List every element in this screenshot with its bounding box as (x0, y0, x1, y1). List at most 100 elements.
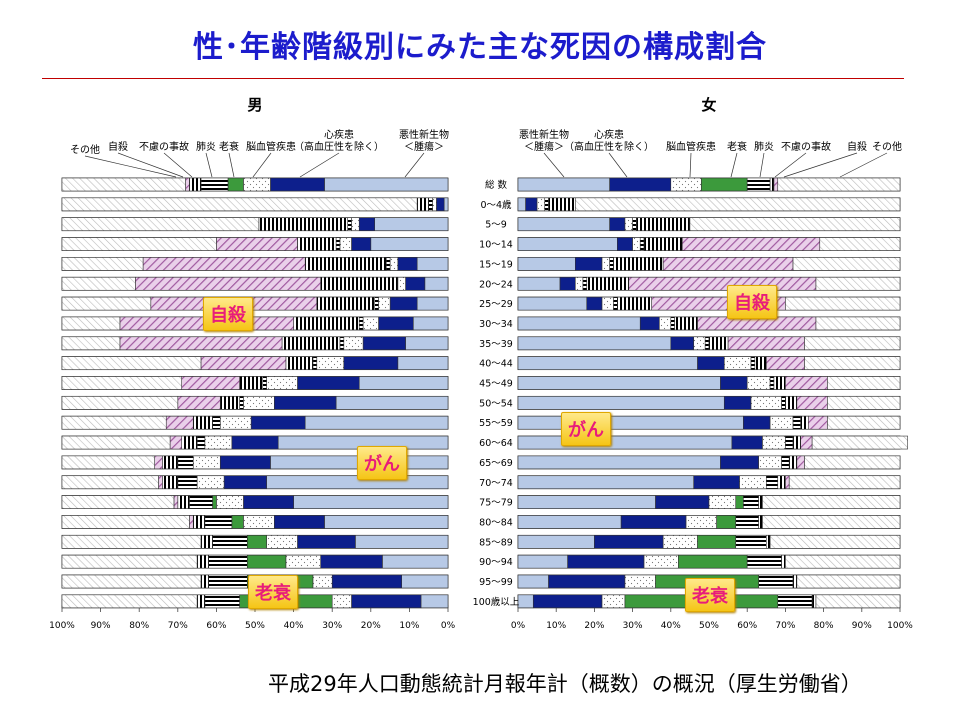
age-group-label: 100歳以上 (473, 596, 520, 608)
female-bar-pneumonia (792, 415, 801, 430)
male-bar-accident (162, 475, 179, 490)
male-bar-accident (416, 197, 429, 212)
female-bar-cancer (517, 336, 672, 351)
female-bar-heart (655, 495, 710, 509)
female-bar-pneumonia (785, 435, 794, 450)
male-bar-heart (397, 257, 418, 271)
female-bar-cerebro (601, 257, 610, 271)
female-bar-pneumonia (735, 515, 759, 529)
female-bar-heart (548, 574, 626, 589)
female-bar-pneumonia (735, 534, 767, 549)
male-bar-pneumonia (312, 356, 318, 370)
female-bar-other (777, 177, 901, 192)
age-group-label: 35～39 (479, 339, 513, 350)
age-group-label: 85～89 (479, 537, 513, 548)
female-tick-label: 70% (775, 621, 795, 631)
female-legend-label: 悪性新生物 (519, 128, 569, 141)
female-legend-label: 不慮の事故 (781, 140, 831, 153)
female-bar-suicide (727, 336, 805, 351)
male-bar-pneumonia (189, 495, 213, 509)
female-bar-suicide (785, 475, 790, 490)
age-group-label: 80～84 (479, 517, 513, 528)
female-bar-cancer (517, 495, 656, 509)
male-bar-suicide (154, 455, 163, 470)
male-bar-heart (378, 316, 414, 331)
age-group-label: 60～64 (479, 438, 513, 449)
female-tick-label: 30% (623, 621, 643, 631)
female-legend-label: ＜腫瘍＞ (524, 140, 564, 153)
female-bar-cerebro (624, 574, 656, 589)
male-bar-heart (231, 435, 279, 450)
female-bar-accident (777, 475, 786, 490)
male-bar-pneumonia (212, 534, 248, 549)
female-bar-heart (594, 534, 664, 549)
female-bar-accident (758, 495, 763, 509)
female-bar-senility (678, 554, 748, 569)
male-chart: 男100% 90% 80% 70% 60% 50% 40% 30% 20% 10% 0%その他 自殺不… (49, 96, 455, 631)
male-tick-label: 80% (129, 621, 149, 631)
female-bar-cancer (517, 475, 695, 490)
male-bar-other (61, 475, 159, 490)
female-bar-accident (800, 415, 809, 430)
female-bar-heart (574, 257, 603, 271)
male-bar-cerebro (389, 257, 399, 271)
male-bar-cerebro (243, 177, 271, 192)
age-group-label: 50～54 (479, 398, 513, 409)
male-bar-accident (196, 554, 209, 569)
female-bar-pneumonia (544, 197, 549, 212)
age-group-label: 75～79 (479, 498, 513, 509)
male-tick-label: 90% (91, 621, 111, 631)
female-legend-label: （高血圧性を除く） (564, 140, 654, 153)
female-bar-pneumonia (704, 336, 710, 351)
female-bar-other (827, 396, 901, 410)
male-bar-pneumonia (428, 197, 433, 212)
male-suicide-badge: 自殺 (203, 297, 253, 331)
male-bar-accident (219, 396, 240, 410)
male-bar-suicide (142, 257, 306, 271)
female-bar-accident (792, 574, 798, 589)
male-bar-pneumonia (208, 554, 248, 569)
male-bar-pneumonia (208, 574, 248, 589)
female-bar-other (827, 376, 901, 390)
female-bar-cancer (517, 396, 725, 410)
female-bar-senility (716, 515, 737, 529)
female-bar-cerebro (750, 396, 782, 410)
male-legend-label: （高血圧性を除く） (294, 140, 384, 153)
male-bar-cancer (416, 296, 449, 311)
female-bar-cerebro (762, 435, 786, 450)
male-bar-cerebro (196, 475, 225, 490)
female-legend-label: 心疾患 (594, 128, 624, 141)
age-group-label: 90～94 (479, 557, 513, 568)
female-bar-pneumonia (613, 296, 618, 311)
male-bar-accident (285, 356, 314, 370)
male-legend-leader (163, 152, 193, 178)
male-bar-cancer (416, 257, 449, 271)
female-bar-heart (743, 415, 771, 430)
male-bar-cancer (412, 316, 449, 331)
female-tick-label: 50% (699, 621, 719, 631)
male-bar-accident (320, 276, 399, 291)
male-bar-pneumonia (204, 594, 240, 609)
female-bar-suicide (765, 356, 805, 370)
female-bar-suicide (796, 396, 828, 410)
female-tick-label: 10% (546, 621, 566, 631)
male-bar-pneumonia (335, 237, 341, 251)
female-bar-cancer (517, 435, 733, 450)
age-group-label: 30～34 (479, 319, 513, 330)
female-bar-other (689, 217, 901, 231)
female-tick-label: 20% (584, 621, 604, 631)
female-legend-leader (608, 152, 628, 178)
male-bar-other (61, 356, 202, 370)
male-bar-heart (270, 177, 325, 192)
male-tick-label: 40% (284, 621, 304, 631)
male-chart-title: 男 (247, 96, 262, 114)
female-bar-accident (586, 276, 630, 291)
female-bar-pneumonia (746, 177, 771, 192)
female-tick-label: 60% (737, 621, 757, 631)
female-bar-cerebro (739, 475, 767, 490)
female-bar-cerebro (601, 296, 614, 311)
male-legend-leader (205, 152, 213, 178)
female-bar-pneumonia (781, 455, 790, 470)
male-bar-heart (243, 495, 294, 509)
female-bar-cerebro (685, 515, 717, 529)
